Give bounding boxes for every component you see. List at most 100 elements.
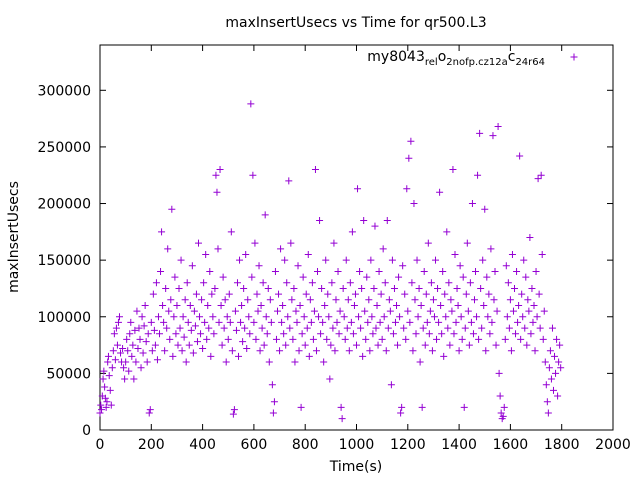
data-point (283, 279, 291, 287)
data-point (170, 313, 178, 321)
legend-marker (570, 53, 578, 61)
data-point (328, 279, 336, 287)
data-point (319, 318, 327, 326)
data-point (175, 284, 183, 292)
data-point (489, 132, 497, 140)
data-point (205, 324, 213, 332)
data-point (522, 273, 530, 281)
data-point (513, 267, 521, 275)
data-point (422, 290, 430, 298)
data-point (376, 318, 384, 326)
data-point (104, 358, 112, 366)
data-point (166, 335, 174, 343)
data-point (388, 256, 396, 264)
data-point (438, 330, 446, 338)
data-point (459, 273, 467, 281)
data-point (332, 296, 340, 304)
data-point (373, 301, 381, 309)
data-point (426, 307, 434, 315)
data-point (323, 335, 331, 343)
data-point (290, 284, 298, 292)
data-point (137, 364, 145, 372)
data-point (480, 301, 488, 309)
data-point (544, 409, 552, 417)
x-tick-label: 400 (189, 437, 216, 453)
data-point (456, 262, 464, 270)
data-point (223, 313, 231, 321)
data-point (515, 301, 523, 309)
data-point (197, 330, 205, 338)
data-point (162, 284, 170, 292)
data-point (248, 273, 256, 281)
data-point (190, 307, 198, 315)
data-point (441, 290, 449, 298)
data-point (396, 313, 404, 321)
data-point (415, 284, 423, 292)
data-point (353, 341, 360, 349)
data-point (358, 284, 366, 292)
data-point (266, 296, 274, 304)
data-point (151, 341, 159, 349)
data-point (532, 267, 540, 275)
data-point (140, 322, 148, 330)
data-point (213, 188, 221, 196)
data-point (260, 341, 268, 349)
data-point (371, 222, 379, 230)
data-point (542, 381, 550, 389)
data-point (485, 290, 493, 298)
data-point (146, 406, 154, 414)
data-point (408, 279, 416, 287)
data-point (278, 318, 286, 326)
data-point (391, 318, 399, 326)
data-point (345, 347, 353, 355)
data-point (378, 335, 386, 343)
data-point (259, 279, 267, 287)
data-point (218, 341, 226, 349)
axis-ticks: 0 200 400 600 800 1000 1200 1400 1600 1800 2000 0 50… (38, 45, 631, 453)
data-point (97, 401, 105, 409)
data-point (131, 326, 139, 334)
data-point (252, 335, 260, 343)
data-point (192, 290, 200, 298)
data-point (528, 284, 536, 292)
data-point (477, 284, 485, 292)
data-point (407, 137, 415, 145)
data-point (483, 273, 491, 281)
data-point (355, 313, 363, 321)
data-point (419, 324, 427, 332)
data-point (463, 239, 471, 247)
data-point (239, 338, 247, 346)
data-point (375, 267, 383, 275)
data-point (430, 313, 438, 321)
data-point (418, 403, 426, 411)
data-point (241, 324, 249, 332)
data-point (254, 307, 262, 315)
data-point (230, 406, 238, 414)
data-point (387, 381, 395, 389)
data-point (147, 318, 155, 326)
data-point (484, 313, 492, 321)
data-point (545, 364, 553, 372)
data-point (367, 256, 375, 264)
y-tick-label: 250000 (38, 140, 91, 156)
data-point (423, 318, 431, 326)
data-point (99, 375, 107, 383)
legend-label-subscript: 2nofp.cz12a (446, 57, 507, 68)
legend-label: my8043relo2nofp.cz12ac24r64 (367, 49, 545, 68)
data-point (120, 364, 128, 372)
data-point (342, 256, 350, 264)
data-point (193, 338, 201, 346)
data-point (107, 401, 115, 409)
data-point (154, 313, 162, 321)
data-point (112, 324, 120, 332)
data-point (499, 412, 507, 420)
data-point (119, 344, 127, 352)
data-point (276, 347, 284, 355)
legend-label-subscript: rel (425, 57, 438, 68)
data-point (403, 185, 411, 193)
data-point (344, 296, 352, 304)
data-point (309, 335, 317, 343)
data-point (179, 313, 187, 321)
data-point (168, 205, 176, 213)
